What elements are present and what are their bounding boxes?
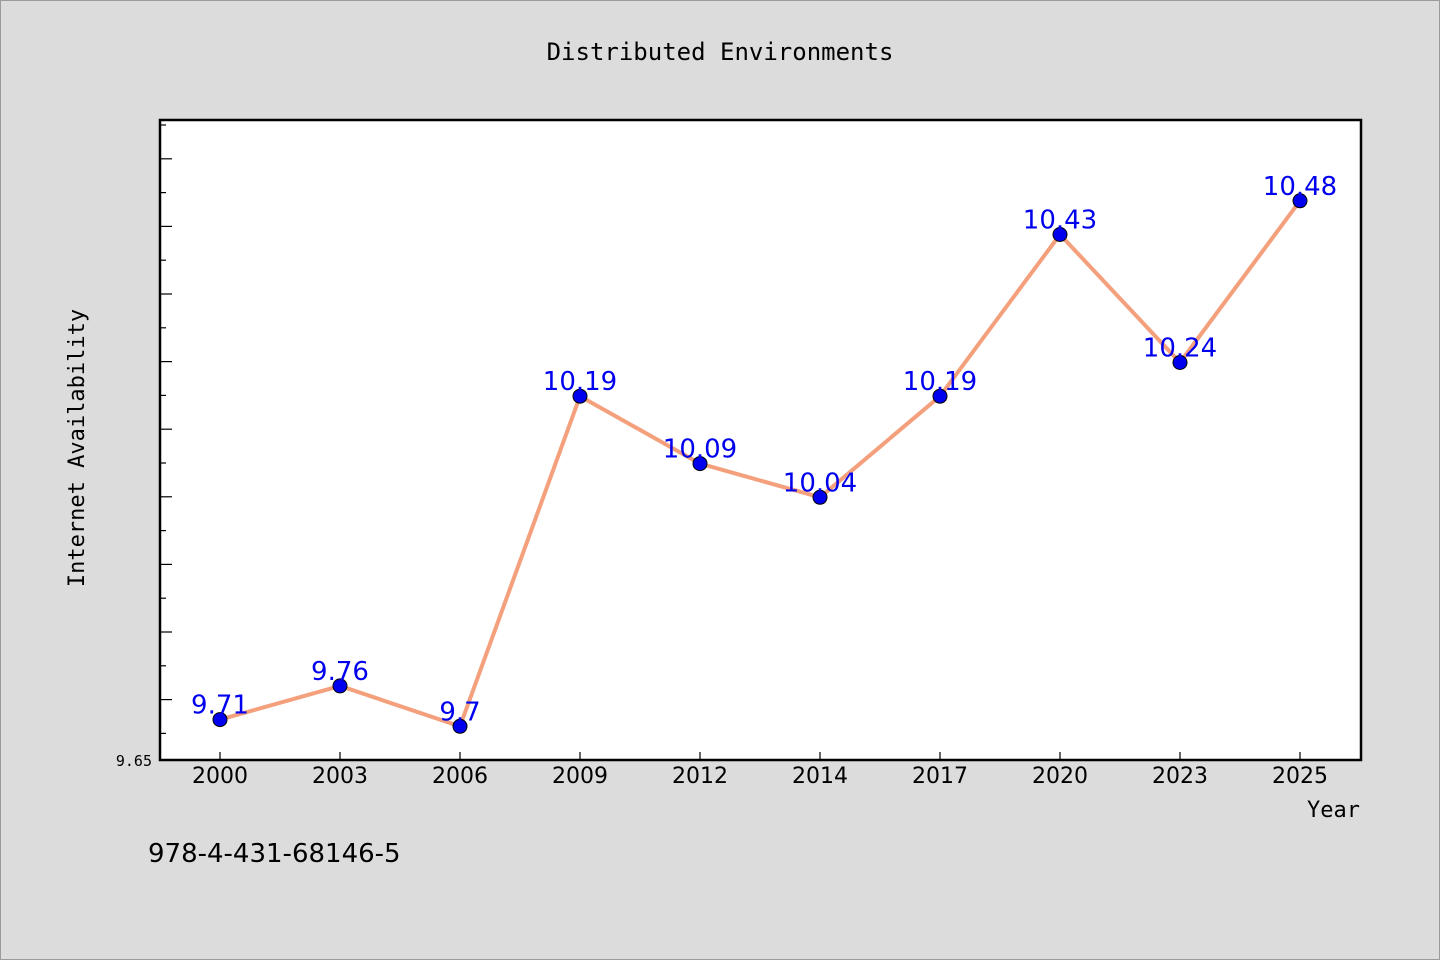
data-label: 10.43 xyxy=(1023,206,1097,236)
data-labels: 9.71 9.76 9.7 10.19 10.09 10.04 10.19 10.43 10.2… xyxy=(191,172,1337,727)
plot-area xyxy=(158,118,1363,762)
data-label: 9.76 xyxy=(311,657,369,687)
data-label: 10.09 xyxy=(663,435,737,465)
x-tick-label: 2025 xyxy=(1272,764,1328,789)
data-label: 10.24 xyxy=(1143,334,1217,364)
x-axis-ticks: 2000 2003 2006 2009 2012 2014 2017 2020 2023 2025 xyxy=(192,752,1328,789)
series-line xyxy=(218,198,1302,729)
footer-text: 978-4-431-68146-5 xyxy=(148,839,401,869)
y-axis-ticks xyxy=(160,124,172,735)
data-point xyxy=(212,712,228,728)
data-point xyxy=(1172,355,1188,370)
x-tick-label: 2014 xyxy=(792,764,848,789)
data-label: 9.71 xyxy=(191,691,249,721)
data-label: 10.19 xyxy=(903,367,977,397)
data-point xyxy=(332,678,348,694)
x-tick-label: 2000 xyxy=(192,764,248,789)
x-axis-label: Year xyxy=(1307,798,1360,823)
x-tick-label: 2023 xyxy=(1152,764,1208,789)
data-point xyxy=(1292,193,1308,209)
data-point xyxy=(572,388,588,404)
chart-title: Distributed Environments xyxy=(547,38,894,66)
y-tick-label: 9.65 xyxy=(116,752,152,770)
x-tick-label: 2009 xyxy=(552,764,608,789)
y-axis-label: Internet Availability xyxy=(65,309,90,587)
data-label: 10.19 xyxy=(543,367,617,397)
data-label: 10.04 xyxy=(783,468,857,498)
data-label: 9.7 xyxy=(439,697,480,727)
series-markers xyxy=(212,193,1308,734)
x-tick-label: 2020 xyxy=(1032,764,1088,789)
x-tick-label: 2006 xyxy=(432,764,488,789)
data-point xyxy=(932,388,948,404)
data-point xyxy=(452,718,468,734)
data-label: 10.48 xyxy=(1263,172,1337,202)
data-point xyxy=(812,489,828,505)
x-tick-label: 2012 xyxy=(672,764,728,789)
data-point xyxy=(692,456,708,472)
data-point xyxy=(1052,227,1068,242)
x-tick-label: 2003 xyxy=(312,764,368,789)
x-tick-label: 2017 xyxy=(912,764,968,789)
